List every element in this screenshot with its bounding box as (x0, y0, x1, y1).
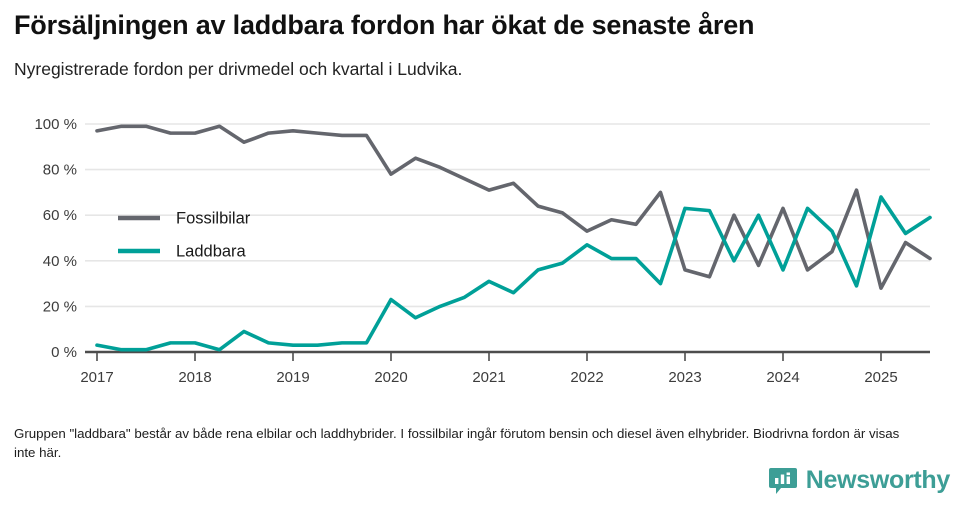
x-axis-tick-label: 2023 (668, 369, 701, 386)
legend-label-laddbara[interactable]: Laddbara (176, 242, 247, 260)
x-axis-tick-label: 2025 (864, 369, 897, 386)
y-axis-tick-label: 0 % (51, 344, 77, 361)
page-title: Försäljningen av laddbara fordon har öka… (14, 10, 755, 40)
page-subtitle: Nyregistrerade fordon per drivmedel och … (14, 59, 463, 79)
chart-footnote: Gruppen "laddbara" består av både rena e… (14, 426, 900, 460)
series-line-laddbara (95, 195, 932, 352)
y-axis-tick-label: 100 % (34, 116, 77, 133)
y-axis-tick-label: 20 % (43, 298, 77, 315)
x-axis-tick-label: 2018 (178, 369, 211, 386)
legend-label-fossilbilar[interactable]: Fossilbilar (176, 209, 251, 227)
bar-chart-bubble-icon (768, 468, 797, 494)
x-axis-tick-label: 2019 (276, 369, 309, 386)
newsworthy-logo[interactable]: Newsworthy (768, 465, 950, 495)
x-axis-tick-label: 2020 (374, 369, 407, 386)
x-axis-tick-label: 2022 (570, 369, 603, 386)
x-axis-tick-label: 2021 (472, 369, 505, 386)
line-chart: 0 % 20 % 40 % 60 % 80 % 100 % 2017 2018 2019 2020… (34, 116, 932, 386)
x-axis-tick-label: 2017 (80, 369, 113, 386)
chart-plot-area: 0 % 20 % 40 % 60 % 80 % 100 % 2017 2018 2019 2020… (0, 108, 960, 398)
y-axis-tick-label: 80 % (43, 162, 77, 179)
y-axis-tick-label: 60 % (43, 207, 77, 224)
x-axis-tick-label: 2024 (766, 369, 799, 386)
y-axis-tick-label: 40 % (43, 253, 77, 270)
series-line-fossilbilar (95, 124, 932, 290)
brand-name: Newsworthy (805, 465, 951, 494)
